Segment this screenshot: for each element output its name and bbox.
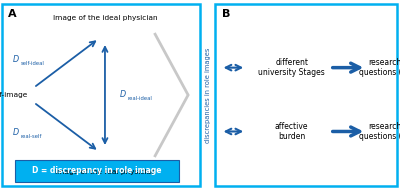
Text: D: D bbox=[120, 90, 126, 99]
Text: real-ideal: real-ideal bbox=[127, 96, 152, 101]
Text: D: D bbox=[13, 55, 19, 64]
Text: B: B bbox=[222, 9, 231, 19]
Text: discrepancies in role images: discrepancies in role images bbox=[205, 47, 211, 143]
Text: self-ideal: self-ideal bbox=[20, 62, 44, 66]
Text: research
questions (2): research questions (2) bbox=[359, 122, 400, 141]
Text: affective
burden: affective burden bbox=[275, 122, 308, 141]
Text: Self-image: Self-image bbox=[0, 92, 28, 98]
Text: real-self: real-self bbox=[20, 135, 42, 139]
Text: different
university Stages: different university Stages bbox=[258, 58, 325, 77]
Text: A: A bbox=[8, 9, 16, 19]
Text: Image of the ideal physician: Image of the ideal physician bbox=[53, 15, 157, 21]
Text: D = discrepancy in role image: D = discrepancy in role image bbox=[32, 166, 162, 175]
FancyBboxPatch shape bbox=[2, 4, 200, 186]
Text: Image of the real physician: Image of the real physician bbox=[54, 169, 155, 175]
FancyBboxPatch shape bbox=[215, 4, 397, 186]
Text: D: D bbox=[13, 128, 19, 137]
FancyBboxPatch shape bbox=[15, 160, 179, 182]
Text: research
questions (1): research questions (1) bbox=[359, 58, 400, 77]
